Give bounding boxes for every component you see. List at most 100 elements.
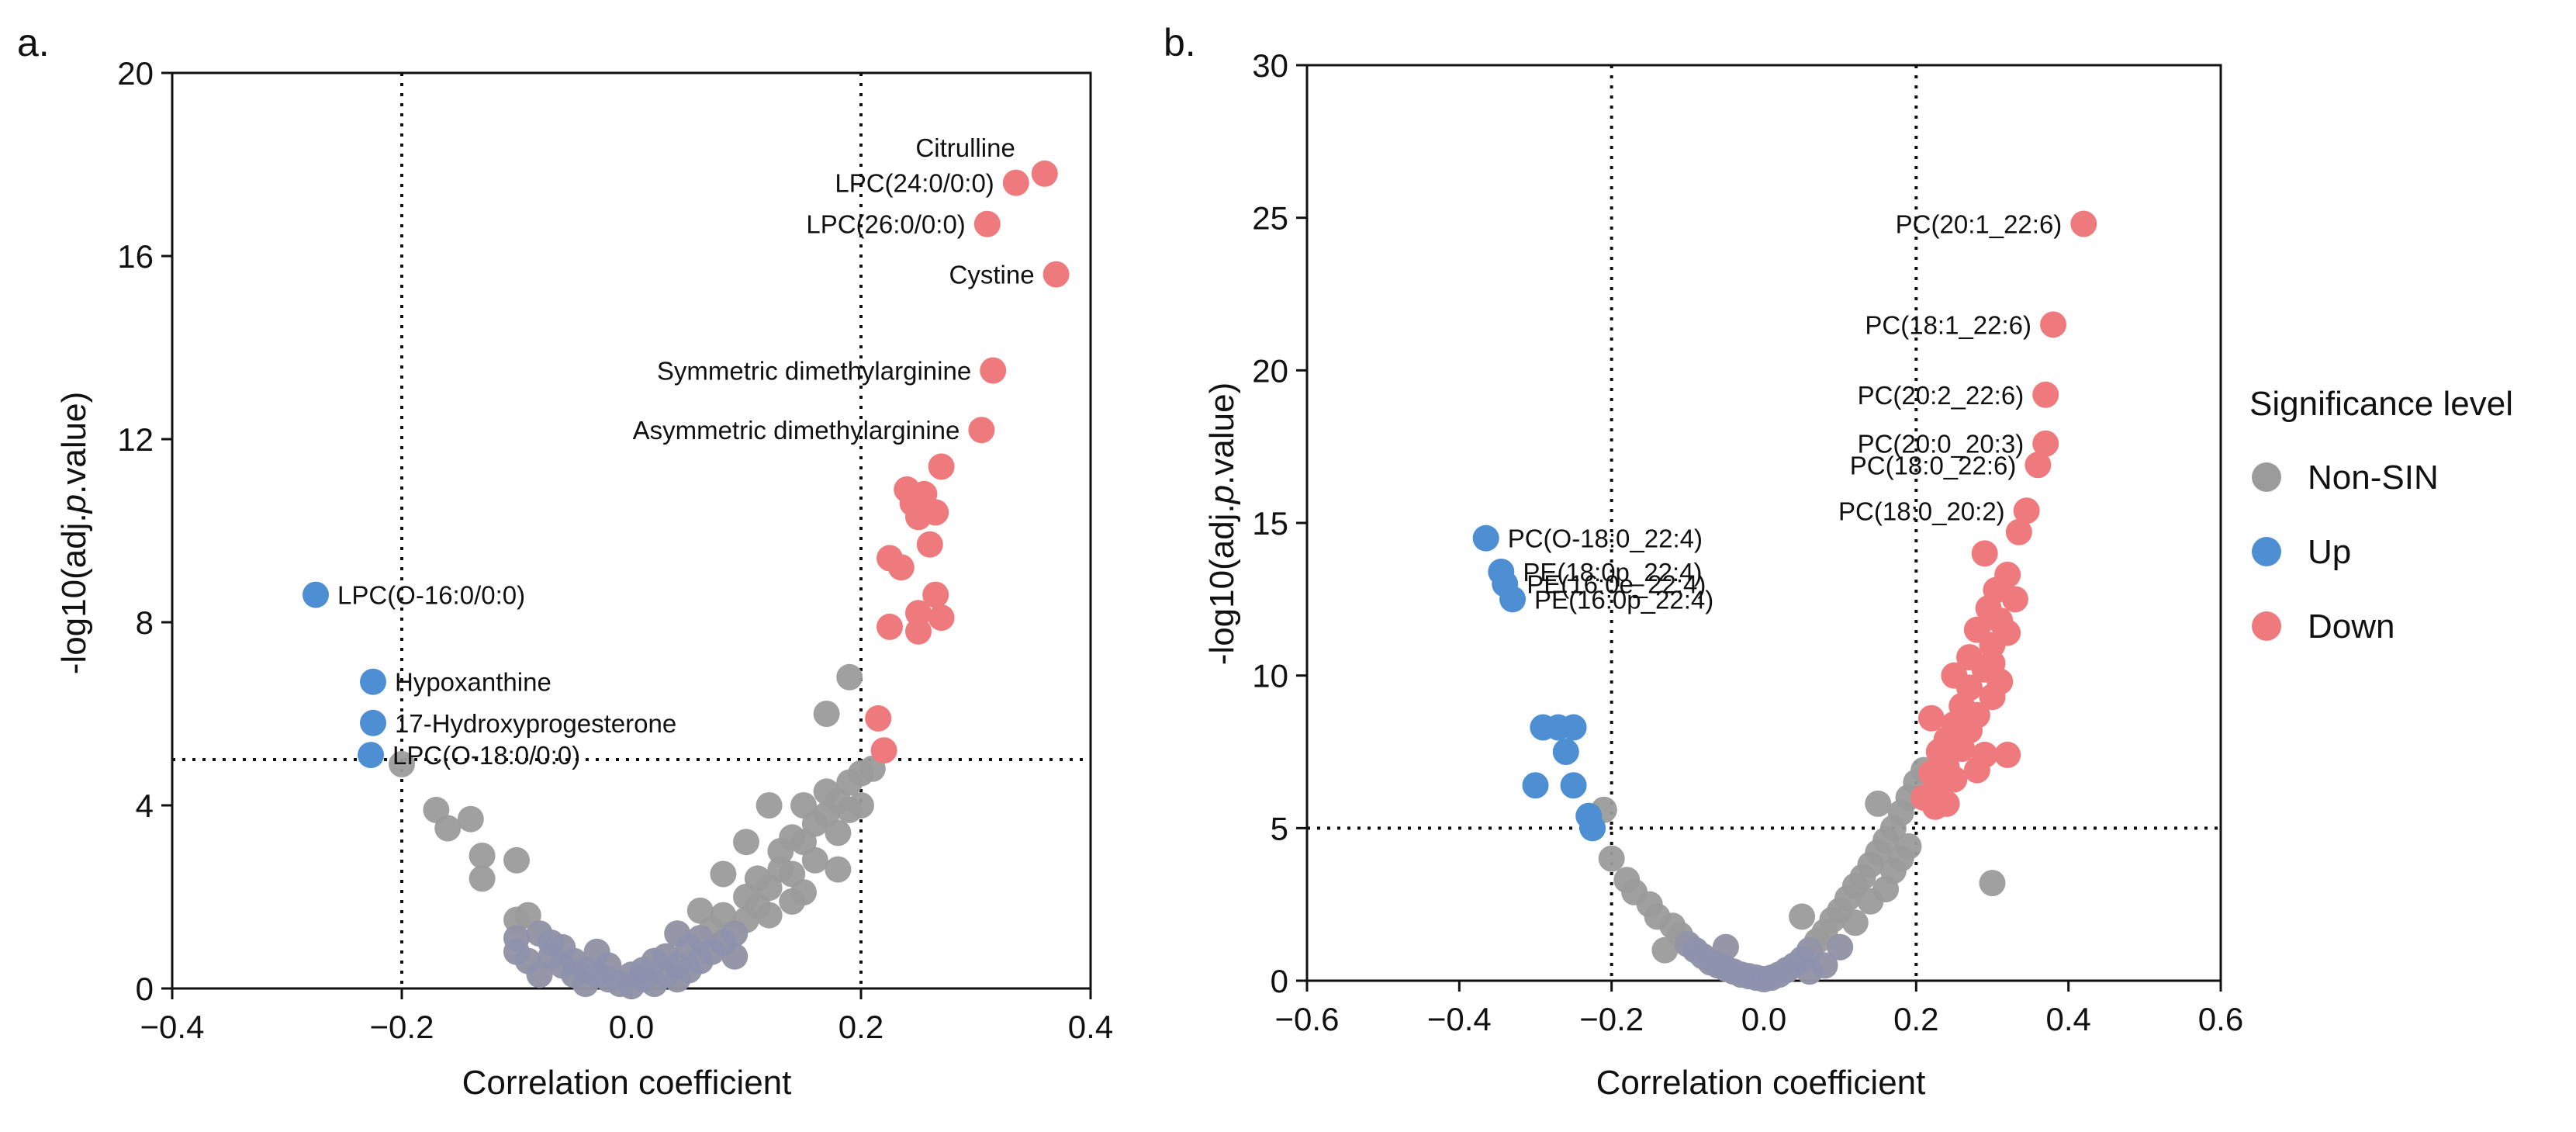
panel-b-plot: −0.6 −0.4 −0.2 0.0 0.2 0.4 0.6 0 5 10 15 20 25 30 PC(2… xyxy=(1252,47,2243,1037)
panel-b-point-down xyxy=(1948,720,1976,747)
panel-a-point-label: LPC(O-16:0/0:0) xyxy=(337,581,525,610)
panel-b-x-tick-label: 0.2 xyxy=(1893,1001,1938,1037)
panel-a-point-non-sin-overlap xyxy=(721,920,749,947)
panel-b-point-down xyxy=(1921,793,1948,820)
legend-label-non-sin: Non-SIN xyxy=(2308,459,2439,497)
panel-a-plot: −0.4 −0.2 0.0 0.2 0.4 0 4 8 12 16 20 Citrulline LPC(… xyxy=(117,55,1113,1045)
panel-a-y-tick-label: 4 xyxy=(136,788,154,824)
panel-b-y-tick-label: 0 xyxy=(1271,963,1288,999)
panel-a-label: a. xyxy=(17,21,50,64)
panel-a-point-down xyxy=(870,737,897,764)
panel-b-point-down xyxy=(1994,741,2021,768)
panel-a-x-axis-label: Correlation coefficient xyxy=(462,1064,792,1102)
y-axis-label-part: -log10(adj. xyxy=(1203,504,1241,665)
panel-b: b. −0.6 −0.4 −0.2 0.0 0.2 0.4 0.6 0 5 10 15 20 25 30 P… xyxy=(1164,21,2243,1102)
panel-a-point-non-sin xyxy=(825,856,852,883)
panel-b-point-down xyxy=(2005,518,2032,545)
panel-b-y-tick-label: 25 xyxy=(1252,200,1288,237)
panel-b-point-non-sin xyxy=(1789,903,1816,930)
panel-b-x-tick-label: −0.6 xyxy=(1275,1001,1340,1037)
panel-a-point-non-sin xyxy=(813,701,840,727)
panel-a-point-down xyxy=(928,453,955,480)
panel-b-x-tick-label: 0.4 xyxy=(2045,1001,2090,1037)
panel-a-point-down xyxy=(968,417,995,444)
y-axis-label-part: .value) xyxy=(55,392,93,494)
panel-b-point-down xyxy=(1917,704,1945,732)
panel-a-point-non-sin xyxy=(836,663,863,691)
panel-b-point-down xyxy=(2032,381,2059,408)
panel-b-point-down xyxy=(2001,586,2028,613)
panel-b-point-up xyxy=(1560,714,1587,741)
panel-a-point-non-sin xyxy=(469,865,496,892)
legend-swatch-down xyxy=(2252,611,2281,641)
panel-a-point-non-sin xyxy=(469,842,496,869)
panel-a-y-tick-label: 20 xyxy=(117,55,154,92)
panel-b-point-up xyxy=(1579,815,1606,842)
panel-b-x-tick-label: 0.6 xyxy=(2198,1001,2243,1037)
panel-b-point-down xyxy=(2070,210,2097,237)
panel-a-y-tick-label: 16 xyxy=(117,238,154,275)
panel-b-point-up xyxy=(1499,586,1527,613)
panel-b-plot-frame xyxy=(1305,64,2222,982)
panel-b-point-up xyxy=(1552,739,1579,765)
panel-b-point-down xyxy=(2024,452,2052,479)
panel-a-point-non-sin xyxy=(434,815,462,842)
panel-a-x-tick-label: 0.2 xyxy=(838,1009,883,1045)
panel-a-point-label: 17-Hydroxyprogesterone xyxy=(395,709,676,738)
panel-a-point-label: Cystine xyxy=(949,261,1035,289)
panel-a-point-down xyxy=(865,704,892,732)
panel-b-point-label: PC(18:0_22:6) xyxy=(1850,451,2017,479)
panel-b-label: b. xyxy=(1164,21,1196,64)
legend-swatch-up xyxy=(2252,537,2281,566)
panel-a-point-non-sin xyxy=(825,819,852,846)
panel-a-point-non-sin-overlap xyxy=(721,943,749,970)
panel-a-point-down xyxy=(905,600,932,627)
panel-a-point-non-sin xyxy=(848,792,874,819)
panel-a-point-label: Citrulline xyxy=(915,133,1015,162)
y-axis-label-part: .value) xyxy=(1203,383,1241,485)
y-axis-label-part: p xyxy=(1203,485,1241,505)
panel-a-point-non-sin xyxy=(457,805,484,833)
panel-a-point-label: LPC(26:0/0:0) xyxy=(806,210,965,239)
panel-b-point-down xyxy=(1994,619,2021,646)
panel-a-point-non-sin-overlap xyxy=(583,938,610,965)
panel-a-point-down xyxy=(922,581,949,608)
panel-b-x-tick-label: −0.4 xyxy=(1427,1001,1492,1037)
panel-b-point-down xyxy=(1963,756,1990,784)
panel-a-x-tick-label: −0.2 xyxy=(370,1009,434,1045)
panel-a-point-down xyxy=(877,613,903,640)
panel-a-point-label: LPC(O-18:0/0:0) xyxy=(392,741,580,770)
panel-a-y-tick-label: 0 xyxy=(136,971,154,1007)
panel-a-point-non-sin-overlap xyxy=(526,961,553,988)
legend: Significance level Non-SIN Up Down xyxy=(2249,385,2513,646)
panel-b-x-tick-label: −0.2 xyxy=(1579,1001,1644,1037)
panel-b-point-label: PC(20:0_20:3) xyxy=(1858,430,2024,459)
panel-b-point-non-sin-overlap xyxy=(1712,933,1739,961)
panel-b-point-non-sin-overlap xyxy=(1796,958,1823,985)
panel-a-point-non-sin-overlap xyxy=(664,920,691,947)
panel-a-point-label: Symmetric dimethylarginine xyxy=(657,357,971,386)
panel-b-point-non-sin xyxy=(1857,888,1884,915)
panel-b-y-axis-label: -log10(adj.p.value) xyxy=(1203,383,1241,665)
panel-a-point-label: Hypoxanthine xyxy=(395,668,552,697)
panel-a: a. −0.4 −0.2 0.0 0.2 0.4 0 4 8 12 16 20 Citrulline L… xyxy=(17,21,1113,1102)
panel-a-y-axis-label: -log10(adj.p.value) xyxy=(55,392,93,674)
panel-b-y-tick-label: 15 xyxy=(1252,505,1288,542)
panel-a-point-down xyxy=(1002,169,1029,196)
panel-a-point-non-sin xyxy=(756,792,783,819)
panel-a-point-down xyxy=(980,357,1007,384)
panel-b-point-down xyxy=(2032,430,2059,457)
panel-b-y-tick-label: 30 xyxy=(1252,47,1288,84)
panel-a-point-non-sin xyxy=(756,902,783,929)
panel-b-point-down xyxy=(2013,497,2040,524)
panel-b-point-down xyxy=(1971,540,1998,567)
panel-a-point-up xyxy=(303,581,329,608)
panel-b-point-label: PC(20:2_22:6) xyxy=(1858,381,2024,410)
panel-a-point-up xyxy=(358,742,385,769)
panel-b-point-label: PC(O-18:0_22:4) xyxy=(1508,524,1703,553)
panel-b-y-tick-label: 10 xyxy=(1252,658,1288,694)
legend-swatch-non-sin xyxy=(2252,462,2281,492)
panel-b-point-non-sin xyxy=(1651,936,1679,964)
legend-label-down: Down xyxy=(2308,608,2395,646)
